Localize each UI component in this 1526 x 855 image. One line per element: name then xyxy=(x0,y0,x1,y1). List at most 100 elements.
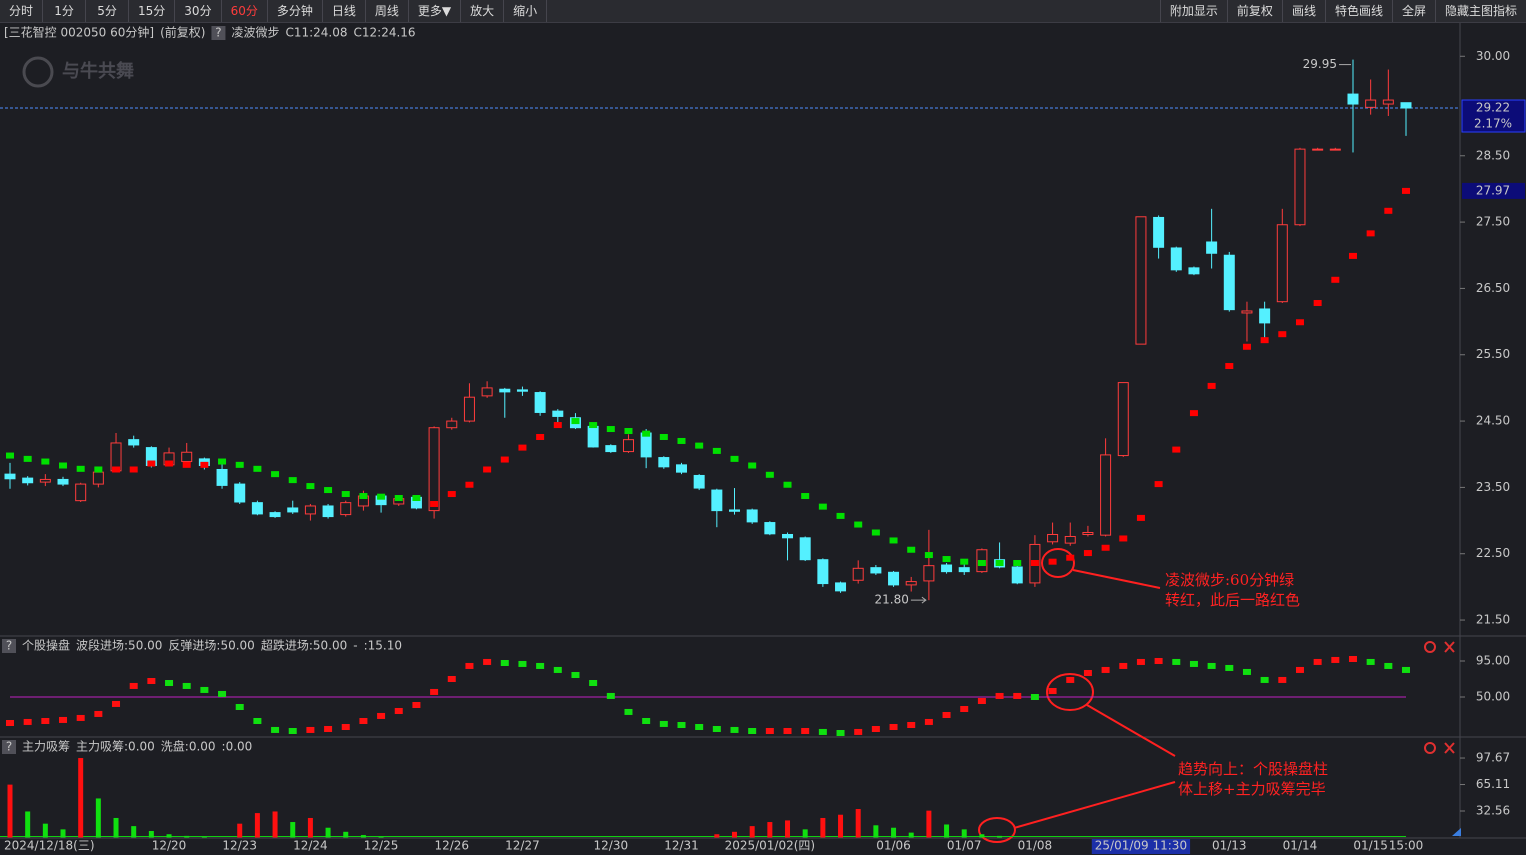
step-dot xyxy=(359,493,368,500)
indicator-dot xyxy=(1136,658,1145,665)
highlight-ellipse xyxy=(1046,673,1094,711)
bar xyxy=(767,822,773,838)
step-dot xyxy=(1331,276,1340,283)
toolbar-button[interactable]: 分时 xyxy=(0,0,44,22)
step-dot xyxy=(200,461,209,468)
candle-body xyxy=(499,388,511,393)
bar xyxy=(802,829,808,838)
y-tick-label: 97.67 xyxy=(1476,751,1510,765)
candle-body xyxy=(1153,216,1165,248)
toolbar-button[interactable]: 画线 xyxy=(1281,0,1325,22)
x-tick-label: 01/07 xyxy=(947,839,982,853)
toolbar-button[interactable]: 30分 xyxy=(175,0,222,22)
indicator-dot xyxy=(1189,660,1198,667)
toolbar-button[interactable]: 放大 xyxy=(461,0,505,22)
toolbar-button[interactable]: 特色画线 xyxy=(1324,0,1392,22)
step-dot xyxy=(59,462,68,469)
step-dot xyxy=(324,487,333,494)
bar xyxy=(714,834,720,838)
candle-body xyxy=(1047,533,1059,543)
indicator-dot xyxy=(783,728,792,734)
help-text[interactable]: ? xyxy=(6,740,12,754)
current-price-box xyxy=(1461,99,1526,133)
candle-body xyxy=(1100,454,1112,536)
settings-icon[interactable] xyxy=(1424,641,1436,653)
candle-body xyxy=(817,559,829,585)
close-icon[interactable] xyxy=(1444,742,1455,754)
indicator-dot xyxy=(59,716,68,723)
indicator-dot xyxy=(695,724,704,730)
help-text[interactable]: ? xyxy=(215,26,221,40)
step-dot xyxy=(1242,343,1251,350)
x-tick-label: 01/13 xyxy=(1212,839,1247,853)
toolbar-button[interactable]: 多分钟 xyxy=(268,0,323,22)
toolbar-button[interactable]: 5分 xyxy=(86,0,130,22)
toolbar-button[interactable]: 日线 xyxy=(323,0,366,22)
callout-text: 凌波微步:60分钟绿 xyxy=(1165,571,1294,589)
bar xyxy=(891,827,897,838)
step-dot xyxy=(783,481,792,488)
toolbar: 分时 1分 5分 15分 30分 60分 多分钟 日线 周线 更多▼ 放大 缩小 附加显示 前复权 画线特… xyxy=(0,0,1526,23)
toolbar-button[interactable]: 附加显示 xyxy=(1159,0,1227,22)
help-text[interactable]: ? xyxy=(6,639,12,653)
candle-body xyxy=(57,478,69,485)
indicator-dot xyxy=(218,690,227,697)
candle-body xyxy=(1365,99,1377,108)
candle-body xyxy=(1082,532,1094,535)
legend-item: 波段进场:50.00 xyxy=(76,638,162,653)
indicator-dot xyxy=(483,658,492,665)
indicator-dot xyxy=(165,680,174,686)
bar xyxy=(926,810,932,838)
toolbar-button[interactable]: 全屏 xyxy=(1391,0,1435,22)
step-dot xyxy=(1207,382,1216,389)
bar xyxy=(908,832,914,838)
candle-body xyxy=(340,502,352,516)
indicator-dot xyxy=(147,678,156,684)
legend-item: :0.00 xyxy=(222,740,253,754)
legend-item: - xyxy=(353,639,357,653)
annotations xyxy=(978,548,1176,843)
x-tick-label: 12/30 xyxy=(594,839,629,853)
indicator-dot xyxy=(1154,658,1163,664)
indicator-dot xyxy=(1101,666,1110,673)
step-dot xyxy=(23,455,32,462)
step-dot xyxy=(6,452,14,459)
toolbar-button[interactable]: 隐藏主图指标 xyxy=(1434,0,1526,22)
bar xyxy=(60,829,66,838)
toolbar-button[interactable]: 15分 xyxy=(129,0,176,22)
toolbar-button[interactable]: 60分 xyxy=(222,0,268,22)
close-icon[interactable] xyxy=(1444,641,1455,653)
indicator-dot xyxy=(871,726,880,732)
indicator-dot xyxy=(1295,666,1304,673)
candle-body xyxy=(22,477,34,484)
step-dot xyxy=(818,503,827,510)
y-tick-label: 95.00 xyxy=(1476,654,1510,668)
bar xyxy=(378,836,384,838)
toolbar-button[interactable]: 前复权 xyxy=(1226,0,1282,22)
indicator-dot xyxy=(288,728,297,734)
candle-body xyxy=(428,427,440,512)
x-tick-label: 01/14 xyxy=(1283,839,1318,853)
candle-body xyxy=(1347,93,1359,105)
bar xyxy=(166,834,172,838)
x-tick-label: 12/24 xyxy=(293,839,328,853)
step-dot xyxy=(977,560,986,567)
indicator-dot xyxy=(1083,670,1092,676)
indicator-dot xyxy=(924,718,933,725)
candle-body xyxy=(693,474,705,489)
toolbar-button[interactable]: 周线 xyxy=(366,0,409,22)
y-tick-label: 65.11 xyxy=(1476,777,1510,791)
candle-body xyxy=(552,410,564,417)
settings-icon[interactable] xyxy=(1424,742,1436,754)
candle-body xyxy=(658,457,670,468)
legend-item: 超跌进场:50.00 xyxy=(261,638,347,653)
toolbar-button[interactable]: 1分 xyxy=(43,0,87,22)
bar xyxy=(131,826,137,838)
bar xyxy=(25,811,31,838)
x-tick-label: 01/15 xyxy=(1353,839,1388,853)
toolbar-button[interactable]: 缩小 xyxy=(504,0,548,22)
indicator-dot xyxy=(359,718,368,724)
panel-icons xyxy=(1424,641,1455,754)
toolbar-button[interactable]: 更多▼ xyxy=(409,0,462,22)
